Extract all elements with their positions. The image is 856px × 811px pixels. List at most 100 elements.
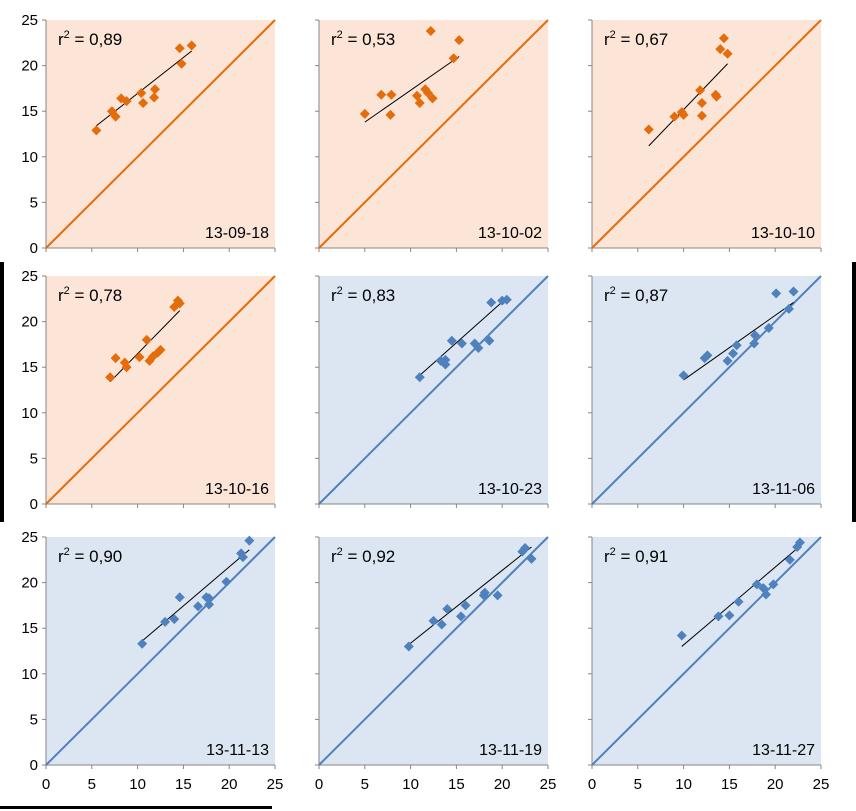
data-point xyxy=(486,297,497,308)
trend-line xyxy=(141,549,250,642)
reference-line xyxy=(45,19,276,249)
data-point xyxy=(771,288,782,299)
date-label: 13-11-06 xyxy=(752,481,815,498)
panel-8: 0 5 10 15 20 25 r2 = 0,92 13-11-19 xyxy=(315,536,557,793)
edge-bar-bottom xyxy=(0,806,272,809)
panel-1: 0 5 10 15 20 25 r2 = 0,89 13-09-18 xyxy=(21,12,276,257)
data-point xyxy=(696,97,707,108)
y-tick-label: 5 xyxy=(30,711,38,728)
data-point xyxy=(448,53,459,64)
r-squared-label: r2 = 0,91 xyxy=(604,546,668,566)
trend-line xyxy=(681,545,801,647)
data-point xyxy=(138,97,149,108)
data-point xyxy=(711,91,722,102)
x-tick-label: 5 xyxy=(361,776,369,793)
date-label: 13-10-23 xyxy=(478,481,542,498)
panel-3: r2 = 0,67 13-10-10 xyxy=(588,19,822,252)
data-point xyxy=(385,109,396,120)
x-tick-label: 10 xyxy=(675,776,692,793)
x-tick-label: 20 xyxy=(494,776,511,793)
data-point xyxy=(376,89,387,100)
y-tick-label: 25 xyxy=(21,268,38,285)
x-tick-label: 0 xyxy=(315,776,323,793)
data-point xyxy=(676,630,687,641)
data-point xyxy=(713,611,724,622)
panel-4: 0 5 10 15 20 25 r2 = 0,78 13-10-16 xyxy=(21,268,276,513)
data-point xyxy=(722,355,733,366)
y-tick-label: 20 xyxy=(21,314,38,331)
data-point xyxy=(403,641,414,652)
data-point xyxy=(526,553,537,564)
data-point xyxy=(454,35,465,46)
data-point xyxy=(136,87,147,98)
y-tick-label: 20 xyxy=(21,575,38,592)
data-point xyxy=(186,40,197,51)
panel-7: 0 5 10 15 20 25 0 5 10 15 20 25 r2 = 0,90 13-11-13 xyxy=(21,529,283,793)
r-squared-label: r2 = 0,78 xyxy=(58,285,122,305)
data-point xyxy=(423,87,434,98)
r-squared-label: r2 = 0,87 xyxy=(604,285,668,305)
data-point xyxy=(204,599,215,610)
panel-2: r2 = 0,53 13-10-02 xyxy=(315,19,549,252)
x-tick-label: 5 xyxy=(634,776,642,793)
reference-line xyxy=(591,536,822,766)
data-point xyxy=(446,335,457,346)
data-point xyxy=(731,340,742,351)
data-point xyxy=(492,590,503,601)
data-point xyxy=(696,110,707,121)
data-point xyxy=(155,344,166,355)
y-tick-label: 25 xyxy=(21,529,38,546)
edge-bar-left xyxy=(0,262,4,522)
data-point xyxy=(456,338,467,349)
data-point xyxy=(728,348,739,359)
data-point xyxy=(788,286,799,297)
r-squared-label: r2 = 0,53 xyxy=(331,29,395,49)
data-point xyxy=(643,124,654,135)
y-tick-label: 5 xyxy=(30,450,38,467)
data-point xyxy=(237,552,248,563)
data-point xyxy=(479,587,490,598)
y-tick-label: 0 xyxy=(30,496,38,513)
reference-line xyxy=(318,275,549,505)
date-label: 13-10-16 xyxy=(205,481,269,498)
r-squared-label: r2 = 0,92 xyxy=(331,546,395,566)
data-point xyxy=(427,93,438,104)
data-point xyxy=(193,601,204,612)
data-point xyxy=(174,592,185,603)
data-point xyxy=(204,593,215,604)
data-point xyxy=(455,611,466,622)
y-tick-label: 15 xyxy=(21,620,38,637)
x-tick-label: 10 xyxy=(129,776,146,793)
data-point xyxy=(715,44,726,55)
data-point xyxy=(520,542,531,553)
data-point xyxy=(110,353,121,364)
data-point xyxy=(386,89,397,100)
data-point xyxy=(176,58,187,69)
trend-line xyxy=(648,63,728,147)
data-point xyxy=(763,322,774,333)
data-point xyxy=(149,92,160,103)
data-point xyxy=(174,298,185,309)
data-point xyxy=(121,96,132,107)
x-tick-label: 15 xyxy=(175,776,192,793)
data-point xyxy=(436,619,447,630)
y-tick-label: 20 xyxy=(21,58,38,75)
data-point xyxy=(695,85,706,96)
date-label: 13-09-18 xyxy=(205,225,269,242)
data-point xyxy=(414,372,425,383)
x-tick-label: 5 xyxy=(88,776,96,793)
data-point xyxy=(221,576,232,587)
y-tick-label: 25 xyxy=(21,12,38,29)
panel-5: r2 = 0,83 13-10-23 xyxy=(315,275,549,508)
data-point xyxy=(160,616,171,627)
data-point xyxy=(678,109,689,120)
y-tick-label: 5 xyxy=(30,194,38,211)
trend-line xyxy=(364,56,460,123)
data-point xyxy=(669,111,680,122)
data-point xyxy=(440,354,451,365)
data-point xyxy=(702,350,713,361)
x-tick-label: 10 xyxy=(402,776,419,793)
x-tick-label: 25 xyxy=(540,776,557,793)
date-label: 13-11-27 xyxy=(752,742,815,759)
